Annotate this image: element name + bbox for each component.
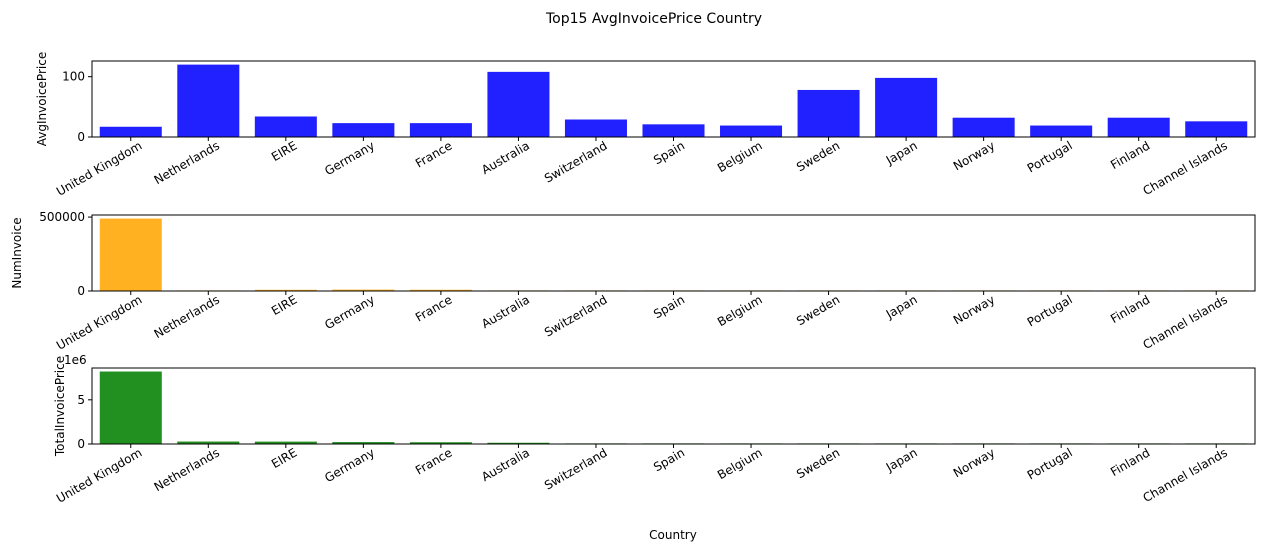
subplot-total-invoice-price: 0 5 United Kingdom Netherlands EIRE Germany Fr… — [53, 353, 1256, 506]
x-tick-label: Sweden — [794, 445, 842, 481]
x-tick-label: EIRE — [269, 292, 299, 318]
bar — [254, 441, 317, 444]
bar — [254, 116, 317, 137]
x-tick-label: Portugal — [1025, 445, 1075, 482]
y-tick-label: 500000 — [39, 210, 85, 224]
x-tick-label: France — [413, 292, 455, 324]
x-tick-label: Switzerland — [542, 292, 610, 339]
bar — [564, 119, 627, 137]
y-tick-label: 100 — [62, 70, 85, 84]
x-tick-label: Finland — [1108, 138, 1152, 172]
x-tick-label: Portugal — [1025, 292, 1075, 329]
figure-title: Top15 AvgInvoicePrice Country — [545, 11, 762, 27]
x-tick-label: Australia — [479, 292, 532, 331]
bar — [254, 289, 317, 291]
bar — [1107, 117, 1170, 137]
x-tick-label: Sweden — [794, 292, 842, 328]
x-axis-label: Country — [649, 528, 697, 542]
x-tick-label: Norway — [951, 445, 997, 480]
x-tick-label: Finland — [1108, 292, 1152, 326]
bar — [797, 89, 860, 137]
bar — [1185, 121, 1248, 137]
y-scale-offset-label: 1e6 — [64, 353, 87, 367]
x-tick-label: Norway — [951, 292, 997, 327]
x-tick-label: Channel Islands — [1141, 445, 1230, 505]
x-tick-label: United Kingdom — [54, 138, 144, 198]
axes-frame — [91, 367, 1256, 445]
axes-frame — [91, 214, 1256, 292]
x-tick-label: Germany — [322, 292, 377, 332]
bar — [177, 64, 240, 137]
x-tick-label: Australia — [479, 138, 532, 177]
bar — [332, 442, 395, 444]
bar — [177, 441, 240, 444]
x-tick-label: Netherlands — [152, 445, 222, 494]
y-axis-label: AvgInvoicePrice — [35, 52, 49, 146]
bar — [720, 125, 783, 137]
x-tick-label: Germany — [322, 138, 377, 178]
x-tick-label: Portugal — [1025, 138, 1075, 175]
x-tick-label: EIRE — [269, 445, 299, 471]
bar — [332, 289, 395, 291]
x-tick-label: EIRE — [269, 138, 299, 164]
bar — [1030, 125, 1093, 137]
x-tick-label: Channel Islands — [1141, 138, 1230, 198]
subplot-num-invoice: 0 500000 United Kingdom Netherlands EIRE Germ… — [10, 210, 1256, 353]
x-tick-label: United Kingdom — [54, 445, 144, 505]
x-tick-label: Germany — [322, 445, 377, 485]
bar — [409, 123, 472, 137]
bar — [875, 77, 938, 137]
x-tick-label: Japan — [883, 292, 920, 321]
x-tick-label: France — [413, 445, 455, 477]
x-tick-label: Japan — [883, 445, 920, 474]
x-tick-label: Japan — [883, 138, 920, 167]
x-tick-label: Belgium — [715, 292, 765, 329]
x-tick-label: Spain — [651, 445, 687, 474]
bar — [952, 117, 1015, 137]
y-tick-label: 5 — [77, 393, 85, 407]
x-tick-label: Belgium — [715, 445, 765, 482]
x-tick-label: United Kingdom — [54, 292, 144, 352]
x-tick-label: Switzerland — [542, 138, 610, 185]
x-tick-label: Netherlands — [152, 138, 222, 187]
y-tick-label: 0 — [77, 284, 85, 298]
y-axis-label: NumInvoice — [10, 217, 24, 288]
x-tick-label: Spain — [651, 138, 687, 167]
bar — [99, 371, 162, 444]
x-tick-label: Belgium — [715, 138, 765, 175]
x-tick-label: Spain — [651, 292, 687, 321]
bar — [332, 123, 395, 137]
subplot-avg-invoice-price: 0 100 United Kingdom Netherlands EIRE Germany… — [35, 52, 1256, 199]
x-tick-label: Netherlands — [152, 292, 222, 341]
x-tick-label: Switzerland — [542, 445, 610, 492]
bar — [409, 442, 472, 444]
y-tick-label: 0 — [77, 130, 85, 144]
x-tick-label: France — [413, 138, 455, 170]
y-axis-label: TotalInvoicePrice — [53, 356, 67, 457]
bar — [642, 124, 705, 137]
bar — [487, 71, 550, 137]
bar — [99, 126, 162, 137]
x-tick-label: Sweden — [794, 138, 842, 174]
x-tick-label: Finland — [1108, 445, 1152, 479]
y-tick-label: 0 — [77, 437, 85, 451]
bar — [409, 289, 472, 291]
x-tick-label: Norway — [951, 138, 997, 173]
x-tick-label: Channel Islands — [1141, 292, 1230, 352]
bar — [487, 442, 550, 444]
bar — [99, 218, 162, 291]
x-tick-label: Australia — [479, 445, 532, 484]
